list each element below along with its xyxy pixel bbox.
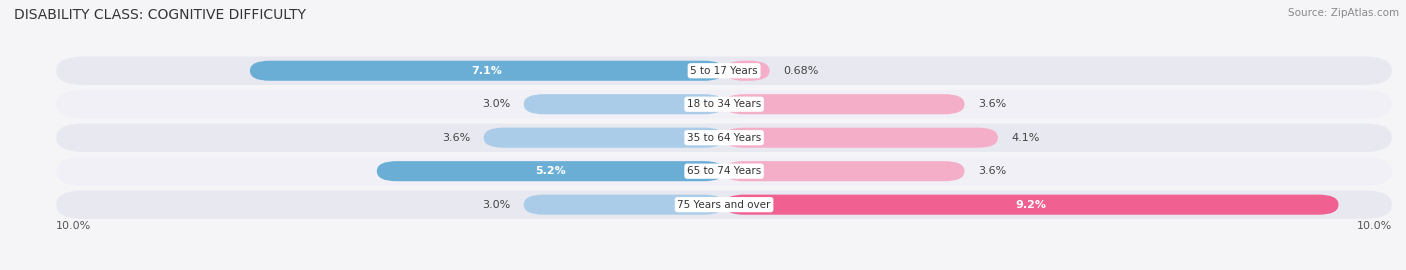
Text: 5 to 17 Years: 5 to 17 Years bbox=[690, 66, 758, 76]
Text: 3.0%: 3.0% bbox=[482, 200, 510, 210]
Text: 3.6%: 3.6% bbox=[979, 99, 1007, 109]
Text: 3.0%: 3.0% bbox=[482, 99, 510, 109]
Text: 3.6%: 3.6% bbox=[979, 166, 1007, 176]
Text: 35 to 64 Years: 35 to 64 Years bbox=[688, 133, 761, 143]
Text: 10.0%: 10.0% bbox=[56, 221, 91, 231]
Text: 7.1%: 7.1% bbox=[471, 66, 502, 76]
FancyBboxPatch shape bbox=[484, 128, 724, 148]
FancyBboxPatch shape bbox=[377, 161, 724, 181]
FancyBboxPatch shape bbox=[56, 90, 1392, 119]
Text: 18 to 34 Years: 18 to 34 Years bbox=[688, 99, 761, 109]
FancyBboxPatch shape bbox=[724, 161, 965, 181]
FancyBboxPatch shape bbox=[724, 61, 769, 81]
FancyBboxPatch shape bbox=[724, 128, 998, 148]
FancyBboxPatch shape bbox=[724, 195, 1339, 215]
Text: 9.2%: 9.2% bbox=[1015, 200, 1047, 210]
Text: 75 Years and over: 75 Years and over bbox=[678, 200, 770, 210]
Text: 5.2%: 5.2% bbox=[536, 166, 565, 176]
Text: DISABILITY CLASS: COGNITIVE DIFFICULTY: DISABILITY CLASS: COGNITIVE DIFFICULTY bbox=[14, 8, 307, 22]
Text: Source: ZipAtlas.com: Source: ZipAtlas.com bbox=[1288, 8, 1399, 18]
FancyBboxPatch shape bbox=[56, 56, 1392, 85]
Text: 65 to 74 Years: 65 to 74 Years bbox=[688, 166, 761, 176]
FancyBboxPatch shape bbox=[724, 94, 965, 114]
Text: 4.1%: 4.1% bbox=[1011, 133, 1039, 143]
FancyBboxPatch shape bbox=[524, 195, 724, 215]
FancyBboxPatch shape bbox=[56, 157, 1392, 185]
FancyBboxPatch shape bbox=[56, 190, 1392, 219]
FancyBboxPatch shape bbox=[250, 61, 724, 81]
FancyBboxPatch shape bbox=[524, 94, 724, 114]
Text: 3.6%: 3.6% bbox=[441, 133, 470, 143]
Text: 10.0%: 10.0% bbox=[1357, 221, 1392, 231]
FancyBboxPatch shape bbox=[56, 123, 1392, 152]
Text: 0.68%: 0.68% bbox=[783, 66, 818, 76]
